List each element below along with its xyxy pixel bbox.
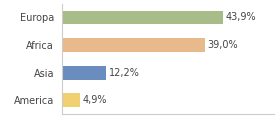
Text: 4,9%: 4,9% — [83, 95, 107, 105]
Bar — [62, 93, 80, 107]
Text: 39,0%: 39,0% — [208, 40, 238, 50]
Bar — [62, 11, 223, 24]
Bar — [62, 66, 106, 79]
Bar — [62, 38, 205, 52]
Text: 12,2%: 12,2% — [109, 68, 140, 78]
Text: 43,9%: 43,9% — [226, 12, 256, 22]
